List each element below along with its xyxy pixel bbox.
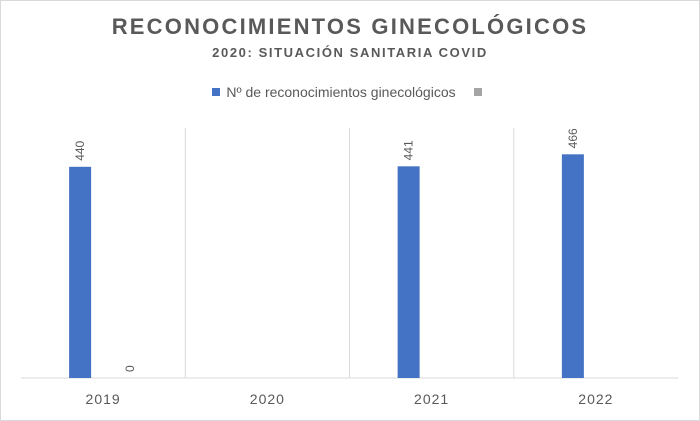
data-label-series-1-2022: 466 [566, 128, 580, 148]
data-label-series-1-2019: 440 [73, 140, 87, 160]
bar-series-1-2022 [561, 154, 584, 378]
x-tick-label-2021: 2021 [414, 391, 449, 407]
legend-swatch-series-1 [212, 88, 221, 96]
x-tick-label-2020: 2020 [250, 391, 285, 407]
bar-series-1-2021 [397, 166, 420, 378]
data-label-series-2-2019: 0 [123, 365, 137, 372]
legend-item-series-2 [473, 88, 488, 96]
chart-subtitle: 2020: SITUACIÓN SANITARIA COVID [212, 45, 488, 60]
chart-title: RECONOCIMIENTOS GINECOLÓGICOS [111, 14, 589, 39]
legend-item-series-1: Nº de reconocimientos ginecológicos [212, 84, 456, 100]
legend: Nº de reconocimientos ginecológicos [0, 84, 700, 100]
legend-swatch-series-2 [473, 88, 482, 96]
bar-series-1-2019 [69, 166, 92, 378]
x-tick-label-2019: 2019 [86, 391, 121, 407]
x-tick-label-2022: 2022 [578, 391, 613, 407]
data-label-series-1-2021: 441 [402, 140, 416, 160]
legend-label-series-1: Nº de reconocimientos ginecológicos [226, 84, 456, 100]
